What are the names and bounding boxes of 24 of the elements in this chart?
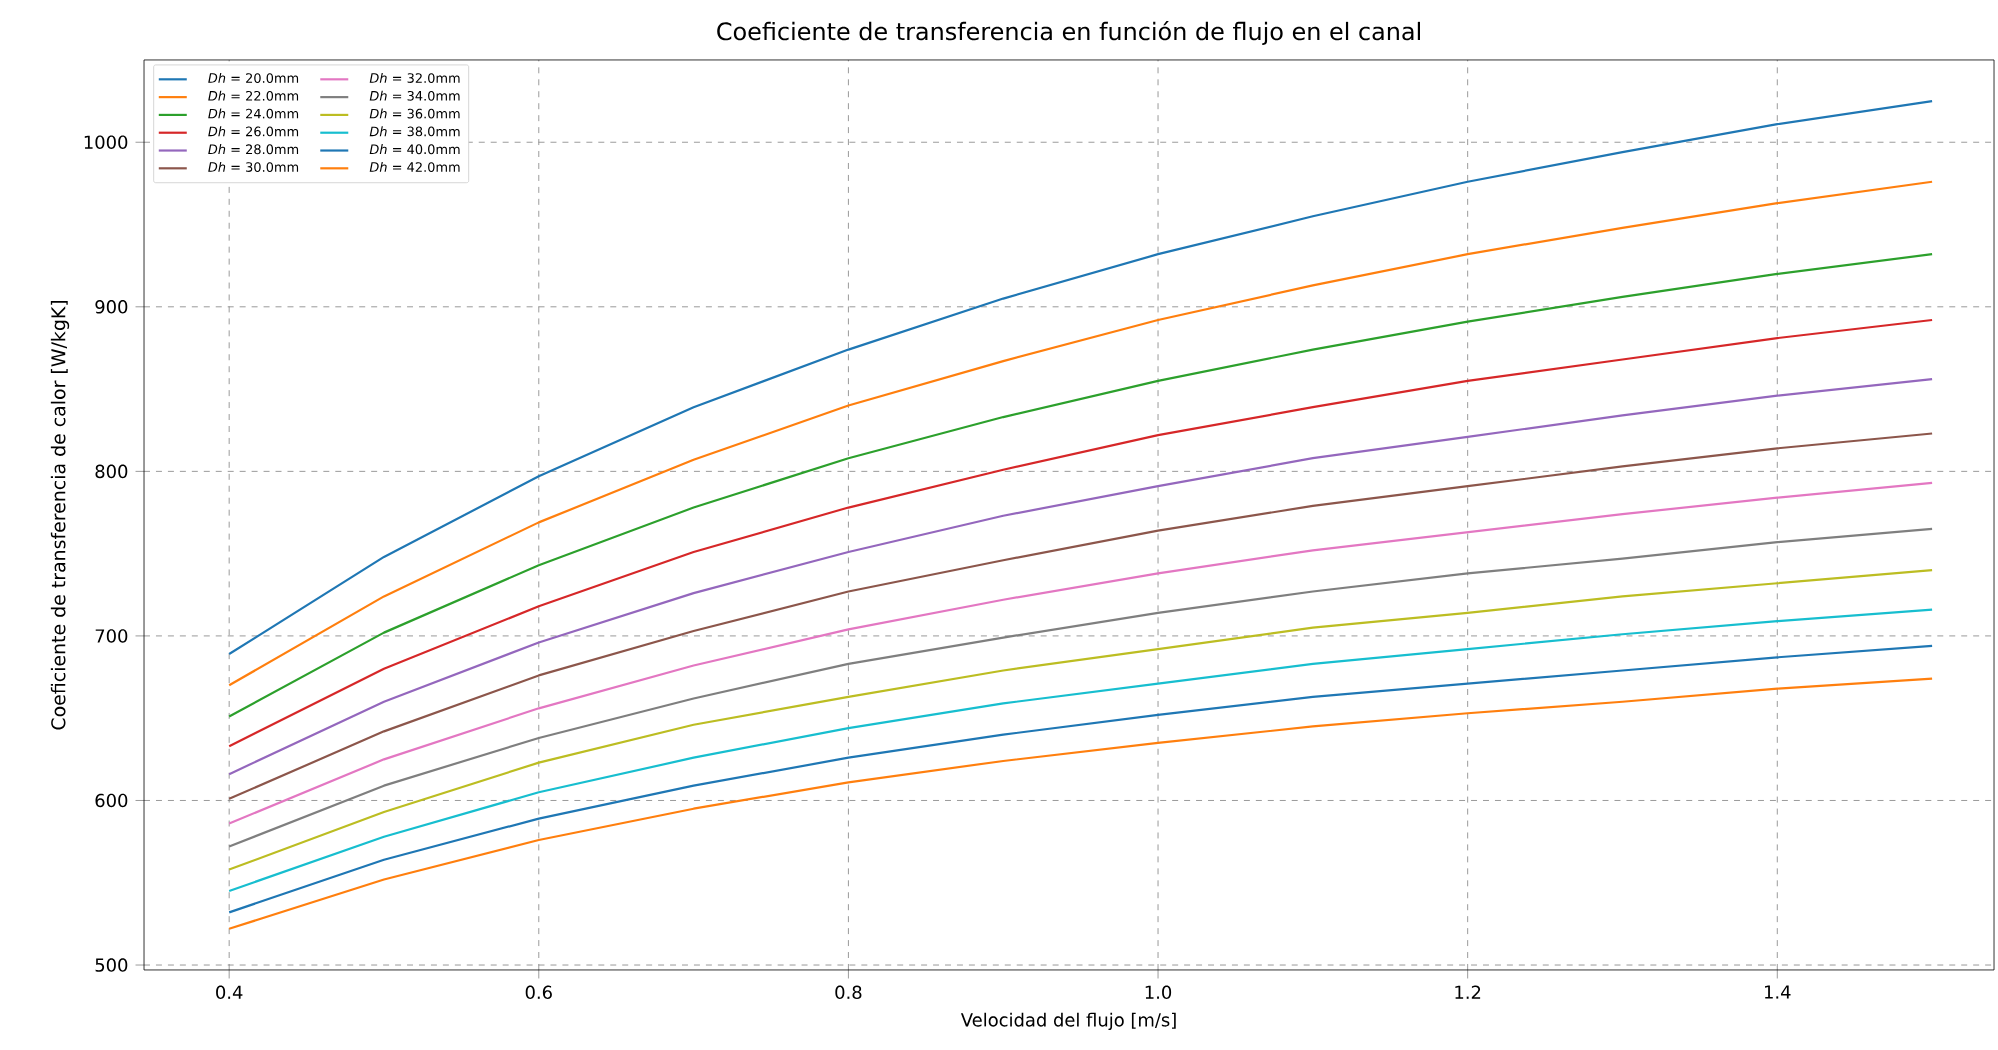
- line-series: [228, 100, 1934, 656]
- line-series: [228, 677, 1934, 930]
- y-tick-label: 900: [95, 300, 128, 314]
- line-series: [228, 318, 1934, 748]
- line-series: [228, 378, 1934, 776]
- x-tick-label: 1.2: [1455, 985, 1481, 999]
- x-axis-title: Velocidad del flujo [m/s]: [960, 1012, 1176, 1031]
- y-tick-label: 800: [95, 464, 128, 479]
- line-series: [228, 253, 1934, 718]
- x-tick-label: 0.6: [525, 985, 552, 1000]
- x-tick-label: 0.4: [216, 985, 243, 1000]
- y-tick-label: 700: [95, 629, 128, 643]
- line-series: [228, 432, 1934, 800]
- chart-title: Coeficiente de transferencia en función de flujo en el canal: [717, 20, 1420, 45]
- x-tick-label: 1.4: [1765, 985, 1791, 999]
- line-series: [228, 569, 1934, 871]
- y-tick-label: 1000: [84, 135, 128, 150]
- line-series: [228, 180, 1934, 687]
- y-axis-title: Coeficiente de transferencia de calor [W/kgK]: [50, 300, 70, 730]
- y-tick-label: 500: [95, 958, 128, 972]
- x-tick-label: 0.8: [835, 985, 862, 1000]
- x-tick-label: 1.0: [1145, 985, 1172, 1000]
- line-series: [228, 608, 1934, 893]
- y-tick-label: 600: [95, 793, 128, 808]
